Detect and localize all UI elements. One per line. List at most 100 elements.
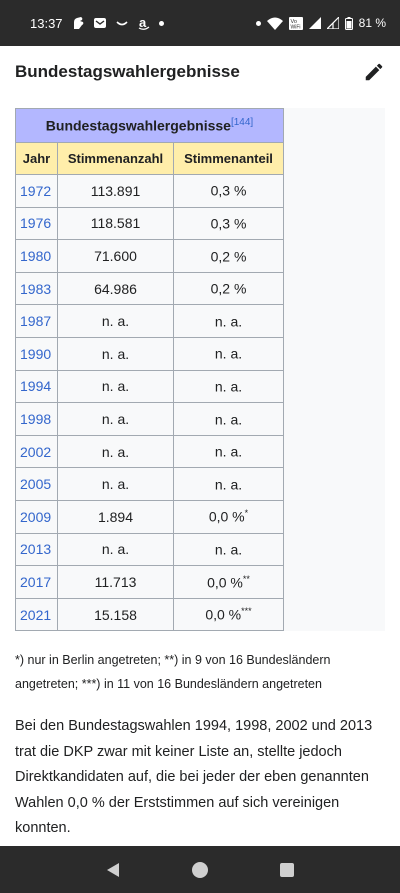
column-header-year: Jahr — [15, 142, 58, 175]
share-cell: n. a. — [173, 467, 284, 501]
table-row: 2005 n. a. n. a. — [15, 467, 284, 501]
table-caption-text: Bundestagswahlergebnisse — [45, 117, 231, 134]
notification-more-dot-icon — [158, 20, 164, 26]
votes-cell: n. a. — [57, 304, 174, 338]
recents-button[interactable] — [272, 855, 302, 885]
status-bar: 13:37 a Vo WiFi 81 % — [0, 0, 400, 46]
status-dot-icon — [255, 20, 261, 26]
share-value: 0,0 % — [208, 509, 245, 526]
table-caption: Bundestagswahlergebnisse[144] — [15, 108, 284, 143]
share-value: n. a. — [214, 411, 243, 428]
year-link[interactable]: 1972 — [15, 174, 58, 208]
year-link[interactable]: 2017 — [15, 565, 58, 599]
table-row: 1994 n. a. n. a. — [15, 369, 284, 404]
year-link[interactable]: 2021 — [15, 597, 58, 632]
table-row: 2017 11.713 0,0 %** — [15, 565, 284, 599]
svg-text:Vo: Vo — [290, 19, 296, 25]
share-value: n. a. — [214, 378, 243, 395]
year-link[interactable]: 1994 — [15, 369, 58, 404]
votes-cell: 15.158 — [57, 597, 174, 632]
table-row: 2013 n. a. n. a. — [15, 532, 284, 567]
body-paragraph: Bei den Bundestagswahlen 1994, 1998, 200… — [15, 718, 373, 836]
year-link[interactable]: 2009 — [15, 499, 58, 534]
share-cell: 0,2 % — [173, 239, 284, 273]
system-nav-bar — [0, 846, 400, 893]
section-header: Bundestagswahlergebnisse — [15, 58, 385, 86]
share-value: 0,2 % — [210, 280, 247, 297]
share-value: 0,0 % — [205, 606, 242, 623]
share-note: *** — [241, 606, 252, 617]
share-cell: 0,3 % — [173, 174, 284, 208]
column-header-share: Stimmenanteil — [173, 142, 284, 175]
table-row: 2009 1.894 0,0 %* — [15, 499, 284, 534]
votes-cell: 64.986 — [57, 271, 174, 306]
table-row: 1972 113.891 0,3 % — [15, 174, 284, 208]
year-link[interactable]: 2005 — [15, 467, 58, 501]
votes-cell: 113.891 — [57, 174, 174, 208]
year-link[interactable]: 2002 — [15, 434, 58, 469]
year-link[interactable]: 1987 — [15, 304, 58, 338]
svg-text:a: a — [139, 16, 147, 30]
table-row: 1983 64.986 0,2 % — [15, 271, 284, 306]
votes-cell: n. a. — [57, 402, 174, 436]
column-header-votes: Stimmenanzahl — [57, 142, 174, 175]
share-value: n. a. — [214, 541, 243, 558]
year-link[interactable]: 1990 — [15, 336, 58, 371]
svg-text:WiFi: WiFi — [290, 24, 300, 30]
section-title: Bundestagswahlergebnisse — [15, 62, 240, 81]
votes-cell: n. a. — [57, 532, 174, 567]
votes-cell: 11.713 — [57, 565, 174, 599]
share-cell: 0,0 %*** — [173, 597, 284, 632]
votes-cell: 1.894 — [57, 499, 174, 534]
votes-cell: n. a. — [57, 369, 174, 404]
year-link[interactable]: 1976 — [15, 206, 58, 241]
share-cell: 0,0 %* — [173, 499, 284, 534]
votes-cell: n. a. — [57, 336, 174, 371]
back-triangle-icon — [107, 862, 120, 877]
results-table: Bundestagswahlergebnisse[144] Jahr Stimm… — [15, 108, 284, 632]
home-circle-icon — [191, 861, 208, 878]
status-time: 13:37 — [30, 15, 63, 31]
table-row: 1980 71.600 0,2 % — [15, 239, 284, 273]
share-cell: n. a. — [173, 336, 284, 371]
caption-reference-link[interactable]: [144] — [230, 117, 254, 129]
year-link[interactable]: 2013 — [15, 532, 58, 567]
share-value: n. a. — [214, 476, 243, 493]
year-link[interactable]: 1998 — [15, 402, 58, 436]
votes-cell: n. a. — [57, 467, 174, 501]
table-row: 1998 n. a. n. a. — [15, 402, 284, 436]
battery-percent: 81 % — [358, 16, 386, 30]
share-cell: 0,0 %** — [173, 565, 284, 599]
back-button[interactable] — [98, 855, 128, 885]
battery-icon — [344, 16, 353, 30]
votes-cell: 71.600 — [57, 239, 174, 273]
table-row: 1990 n. a. n. a. — [15, 336, 284, 371]
wifi-icon — [266, 17, 283, 30]
signal-icon-2 — [326, 17, 339, 29]
table-row: 2021 15.158 0,0 %*** — [15, 597, 284, 632]
share-value: 0,0 % — [207, 574, 243, 591]
home-button[interactable] — [185, 855, 215, 885]
year-link[interactable]: 1980 — [15, 239, 58, 273]
share-cell: n. a. — [173, 304, 284, 338]
table-footnote: *) nur in Berlin angetreten; **) in 9 vo… — [15, 653, 331, 691]
pencil-icon[interactable] — [363, 61, 385, 83]
notification-smile-icon — [115, 21, 128, 26]
share-value: 0,3 % — [210, 215, 247, 232]
share-cell: 0,2 % — [173, 271, 284, 306]
signal-icon-1 — [308, 17, 321, 29]
notification-hand-icon — [73, 17, 83, 29]
votes-cell: n. a. — [57, 434, 174, 469]
notification-amazon-icon: a — [138, 16, 149, 30]
share-cell: n. a. — [173, 369, 284, 404]
notification-mail-icon — [93, 18, 106, 28]
share-cell: n. a. — [173, 402, 284, 436]
table-row: 2002 n. a. n. a. — [15, 434, 284, 469]
share-note: ** — [242, 573, 250, 584]
share-value: n. a. — [214, 346, 243, 363]
table-row: 1987 n. a. n. a. — [15, 304, 284, 338]
share-value: 0,2 % — [210, 248, 247, 265]
year-link[interactable]: 1983 — [15, 271, 58, 306]
share-value: 0,3 % — [210, 183, 247, 200]
